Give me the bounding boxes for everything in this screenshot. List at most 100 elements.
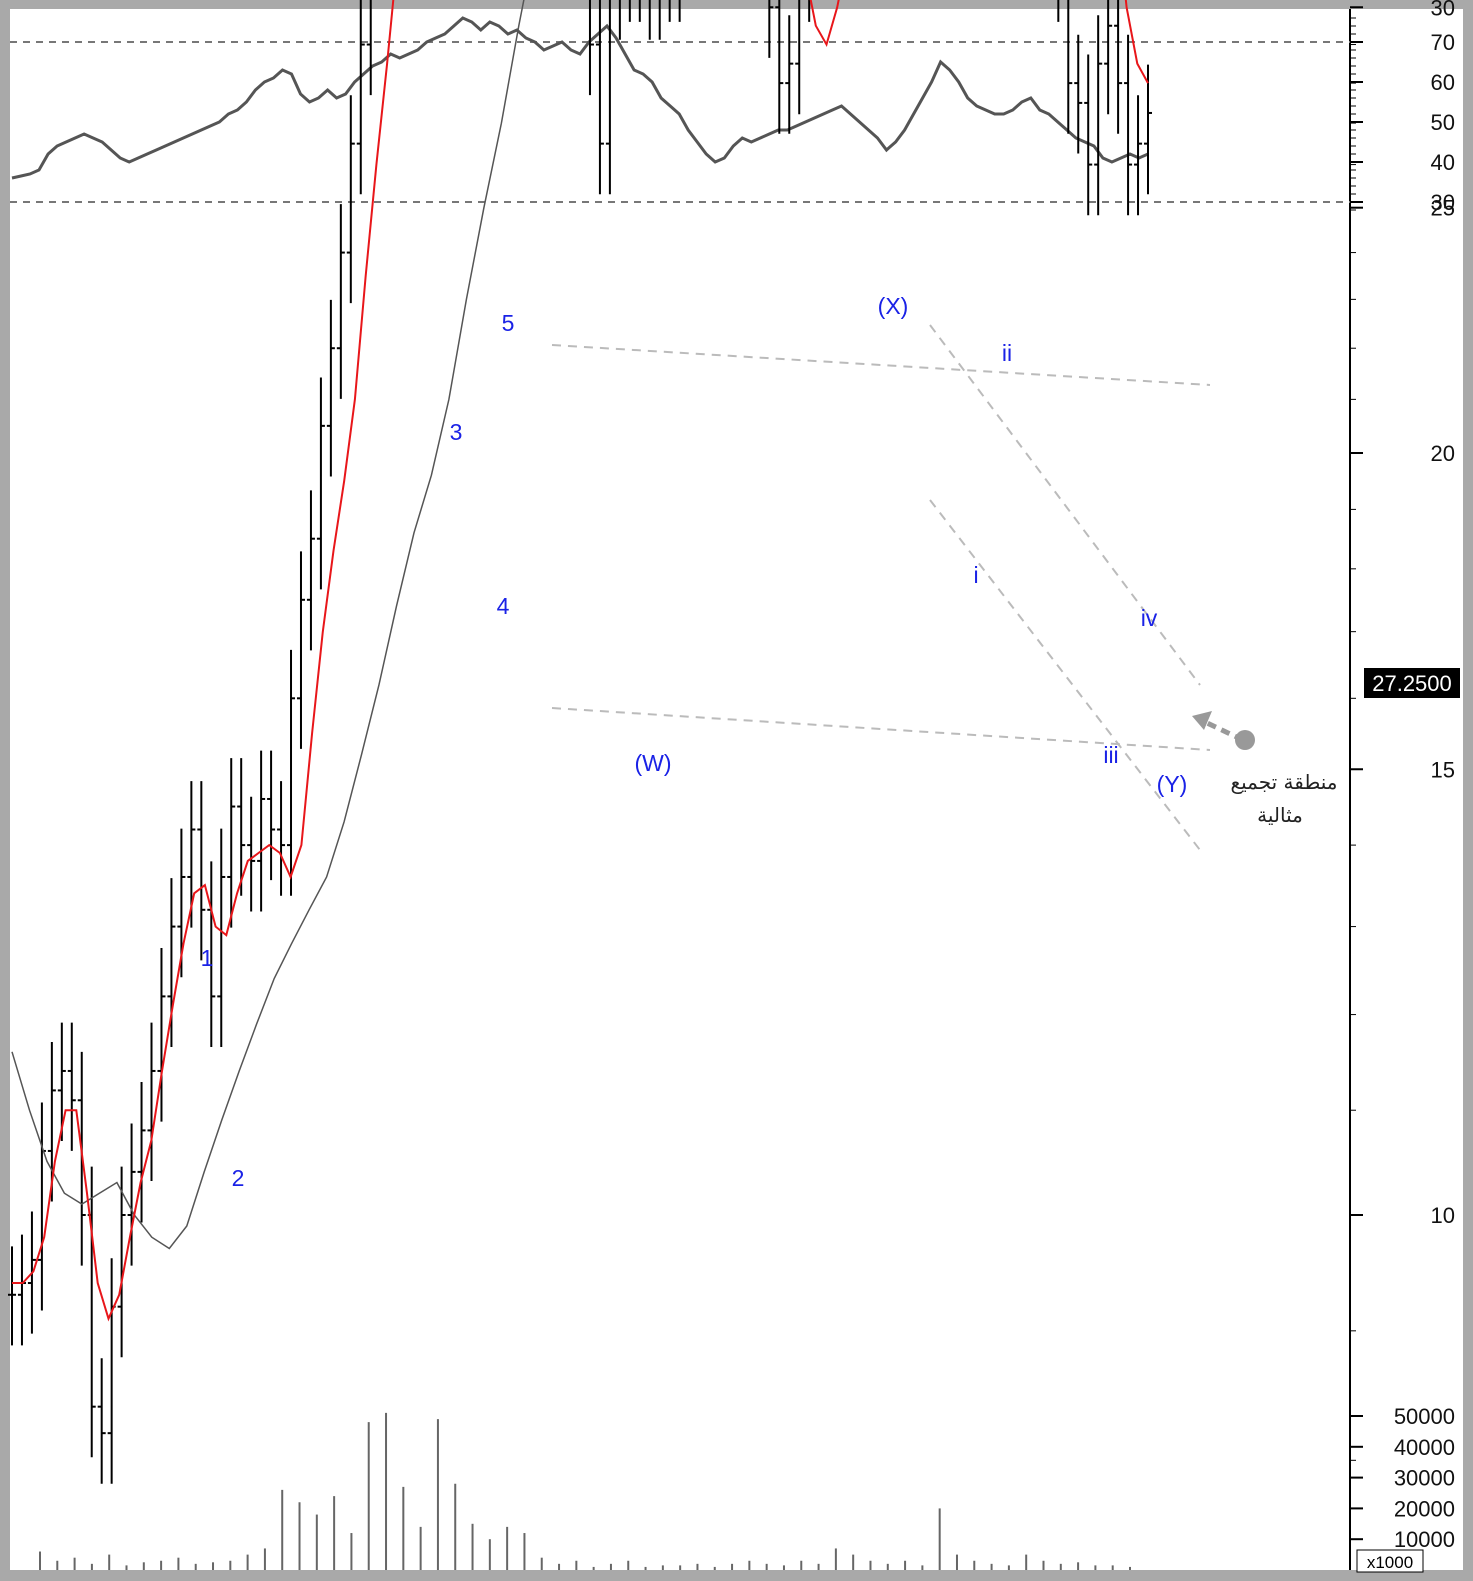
rsi-axis-label: 60 — [1431, 70, 1455, 95]
price-bar — [595, 0, 604, 195]
volume-axis-label: 10000 — [1394, 1527, 1455, 1552]
slow-moving-average — [11, 0, 525, 1250]
price-bar — [1124, 34, 1133, 216]
volume-axis-label: 40000 — [1394, 1435, 1455, 1460]
channel-lines — [551, 324, 1211, 851]
price-bar — [588, 0, 594, 96]
price-bar — [768, 0, 774, 58]
price-bar — [1114, 0, 1123, 134]
volume-unit-label: x1000 — [1367, 1553, 1413, 1572]
wave-label-w: (W) — [634, 750, 671, 776]
price-bar — [1104, 0, 1113, 115]
price-bar — [37, 1102, 46, 1311]
price-bar — [648, 0, 651, 40]
channel-falling-lower — [929, 499, 1201, 851]
wave-label-y: (Y) — [1157, 771, 1188, 797]
price-bar — [785, 15, 794, 134]
wave-label-x: (X) — [878, 293, 909, 319]
right-axis: 7060504030605550454035302520151050000400… — [1350, 0, 1455, 1552]
price-bar — [618, 0, 621, 40]
volume-axis-label: 30000 — [1394, 1466, 1455, 1491]
rsi-axis-label: 40 — [1431, 150, 1455, 175]
price-bar — [1074, 34, 1083, 154]
price-bar — [1134, 95, 1143, 216]
price-axis-label: 20 — [1431, 441, 1455, 466]
price-bar — [346, 95, 355, 304]
price-bar — [316, 377, 325, 590]
price-axis-label: 15 — [1431, 757, 1455, 782]
price-bar — [217, 828, 226, 1048]
price-bar — [117, 1166, 126, 1358]
price-bar — [227, 758, 236, 928]
channel-falling-upper — [929, 324, 1201, 686]
note-line-2: مثالية — [1257, 803, 1303, 827]
price-bar — [57, 1022, 66, 1142]
price-bar — [137, 1082, 146, 1223]
price-bar — [17, 1234, 26, 1346]
last-value-box — [1364, 668, 1460, 698]
price-bar — [1084, 54, 1093, 216]
price-bar — [167, 878, 176, 1048]
wave-label-5: 5 — [502, 310, 515, 336]
last-value-label: 27.2500 — [1372, 671, 1452, 696]
price-bar — [1094, 15, 1103, 216]
price-bar — [107, 1258, 116, 1484]
price-bar — [628, 0, 631, 22]
price-bar — [356, 0, 365, 195]
wave-label-i: i — [973, 562, 978, 588]
price-bar — [237, 758, 246, 896]
price-bar — [638, 0, 641, 22]
wave-label-iv: iv — [1141, 605, 1158, 631]
price-bar — [326, 299, 335, 477]
price-bar — [247, 796, 256, 912]
price-bar — [127, 1123, 136, 1266]
wave-label-iii: iii — [1103, 742, 1118, 768]
price-bar — [147, 1022, 156, 1182]
price-bar — [306, 490, 315, 651]
price-bar — [336, 204, 345, 399]
plot-area — [10, 9, 1463, 1570]
slow-ma-line — [11, 0, 525, 1250]
price-bar — [257, 750, 266, 912]
price-bar — [775, 0, 784, 134]
price-bar — [605, 0, 611, 195]
price-bar — [157, 948, 166, 1122]
price-bar — [678, 0, 681, 22]
rsi-axis-label: 30 — [1431, 190, 1455, 215]
volume-bars — [39, 1412, 1131, 1570]
price-axis-label: 30 — [1431, 0, 1455, 20]
price-axis-label: 10 — [1431, 1203, 1455, 1228]
price-bar — [1057, 0, 1060, 22]
price-bar — [47, 1042, 56, 1202]
volume-axis-label: 50000 — [1394, 1404, 1455, 1429]
price-bar — [67, 1022, 76, 1151]
price-bar — [197, 781, 206, 961]
rsi-line — [11, 16, 1149, 180]
price-bar — [296, 551, 305, 749]
wave-label-4: 4 — [497, 593, 510, 619]
rsi-axis-label: 50 — [1431, 110, 1455, 135]
channel-top — [551, 344, 1211, 386]
price-bar — [1144, 64, 1152, 195]
price-bar — [668, 0, 671, 22]
volume-unit-box — [1356, 1549, 1424, 1573]
price-bar — [658, 0, 661, 40]
rsi-axis-label: 70 — [1431, 30, 1455, 55]
price-bar — [795, 0, 801, 115]
price-bar — [366, 0, 372, 96]
fast-ma-line — [12, 0, 1149, 1322]
note-line-1: منطقة تجميع — [1230, 770, 1337, 794]
price-bar — [8, 1246, 16, 1346]
price-bar — [97, 1358, 106, 1484]
wave-label-1: 1 — [201, 945, 214, 971]
price-bar — [1067, 0, 1073, 134]
wave-label-3: 3 — [450, 419, 463, 445]
price-bars — [8, 0, 1152, 1484]
channel-bottom — [551, 707, 1211, 751]
fast-moving-average — [12, 0, 1149, 1322]
accumulation-arrow — [1192, 711, 1255, 750]
volume-axis-label: 20000 — [1394, 1496, 1455, 1521]
wave-label-2: 2 — [232, 1165, 245, 1191]
